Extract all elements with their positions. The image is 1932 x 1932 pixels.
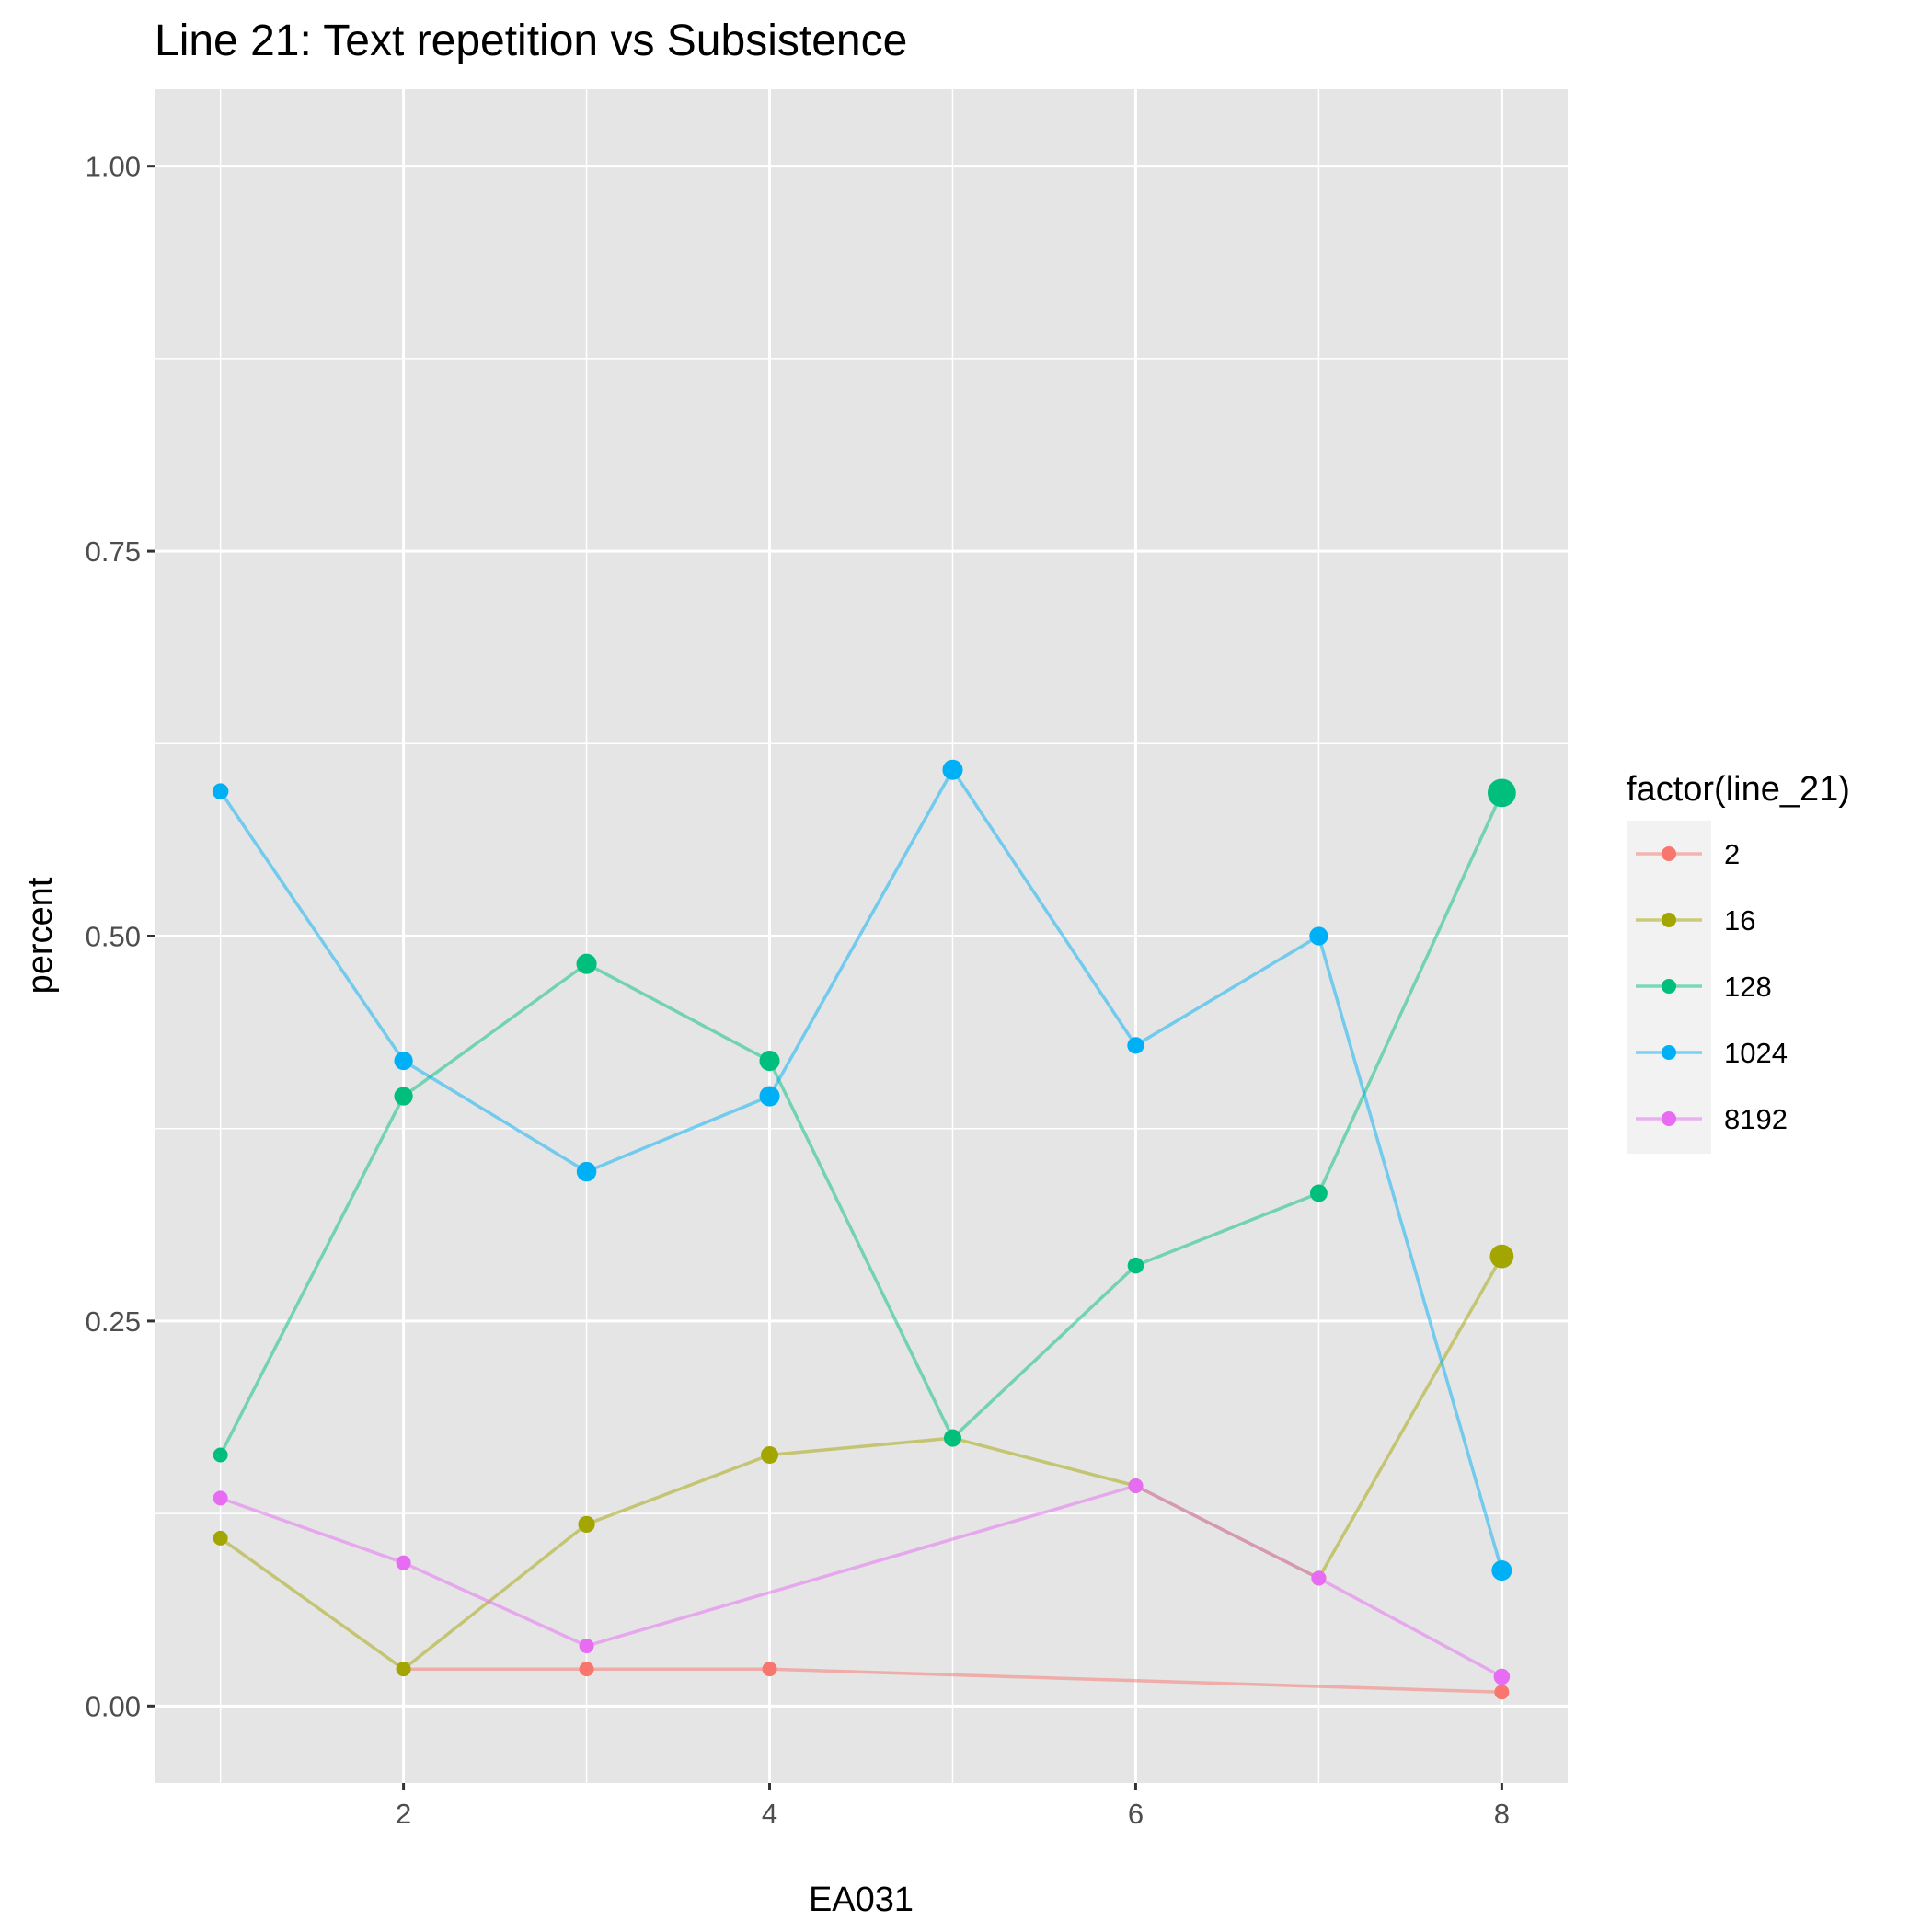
- point-8192: [213, 1490, 228, 1506]
- point-128: [1127, 1257, 1144, 1274]
- point-8192: [579, 1639, 594, 1654]
- point-8192: [1311, 1570, 1327, 1586]
- x-axis: 2 4 6 8: [396, 1783, 1510, 1830]
- legend-key-point-1024: [1662, 1045, 1676, 1060]
- point-1024: [394, 1051, 413, 1071]
- point-2: [1494, 1685, 1510, 1700]
- legend-title: factor(line_21): [1627, 770, 1850, 809]
- legend-label-16: 16: [1724, 904, 1755, 937]
- x-tick-label: 8: [1494, 1798, 1510, 1830]
- point-1024: [1309, 926, 1328, 946]
- point-1024: [1491, 1560, 1512, 1581]
- x-tick-label: 4: [762, 1798, 777, 1830]
- point-16: [578, 1515, 595, 1533]
- y-tick-label: 0.25: [86, 1305, 141, 1338]
- point-128: [213, 1447, 228, 1463]
- series-line-8192: [220, 1484, 1503, 1679]
- y-axis: 0.00 0.25 0.50 0.75 1.00: [86, 151, 155, 1722]
- point-16: [213, 1530, 228, 1546]
- point-8192: [1128, 1478, 1144, 1493]
- chart-title: Line 21: Text repetition vs Subsistence: [155, 17, 907, 65]
- legend-key-point-2: [1662, 846, 1676, 861]
- x-axis-label: EA031: [809, 1880, 914, 1919]
- point-8192: [396, 1555, 411, 1570]
- y-tick-label: 0.00: [86, 1690, 141, 1722]
- point-128: [394, 1087, 413, 1106]
- point-128: [576, 953, 597, 974]
- legend-key-point-16: [1662, 913, 1676, 927]
- legend-items: 2 16 128 1024 8192: [1636, 838, 1788, 1135]
- legend: factor(line_21) 2 16 128 1024 8192: [1627, 770, 1850, 1154]
- point-128: [759, 1051, 780, 1072]
- point-1024: [212, 783, 229, 799]
- point-1024: [942, 759, 963, 780]
- point-2: [579, 1662, 594, 1677]
- point-16: [761, 1446, 778, 1464]
- point-2: [762, 1662, 777, 1677]
- point-128: [1309, 1184, 1328, 1202]
- point-16: [396, 1662, 411, 1677]
- point-1024: [1127, 1037, 1144, 1054]
- y-tick-label: 1.00: [86, 151, 141, 183]
- x-tick-label: 6: [1128, 1798, 1144, 1830]
- point-8192: [1493, 1668, 1511, 1685]
- legend-key-point-128: [1662, 979, 1676, 994]
- legend-label-1024: 1024: [1724, 1037, 1788, 1069]
- point-128: [944, 1429, 961, 1447]
- point-1024: [759, 1086, 780, 1107]
- series-points: [212, 759, 1516, 1700]
- y-tick-label: 0.50: [86, 921, 141, 953]
- y-tick-label: 0.75: [86, 535, 141, 568]
- x-tick-label: 2: [396, 1798, 411, 1830]
- point-16: [1489, 1244, 1514, 1269]
- legend-label-2: 2: [1724, 838, 1740, 870]
- series-line-1024: [219, 767, 1504, 1571]
- point-128: [1487, 778, 1516, 808]
- legend-label-128: 128: [1724, 971, 1772, 1003]
- series-lines: [219, 767, 1504, 1695]
- y-axis-label: percent: [21, 877, 60, 994]
- legend-label-8192: 8192: [1724, 1103, 1788, 1135]
- legend-key-point-8192: [1662, 1111, 1676, 1126]
- point-1024: [576, 1161, 597, 1182]
- series-line-128: [219, 792, 1503, 1456]
- series-line-2: [403, 1667, 1502, 1695]
